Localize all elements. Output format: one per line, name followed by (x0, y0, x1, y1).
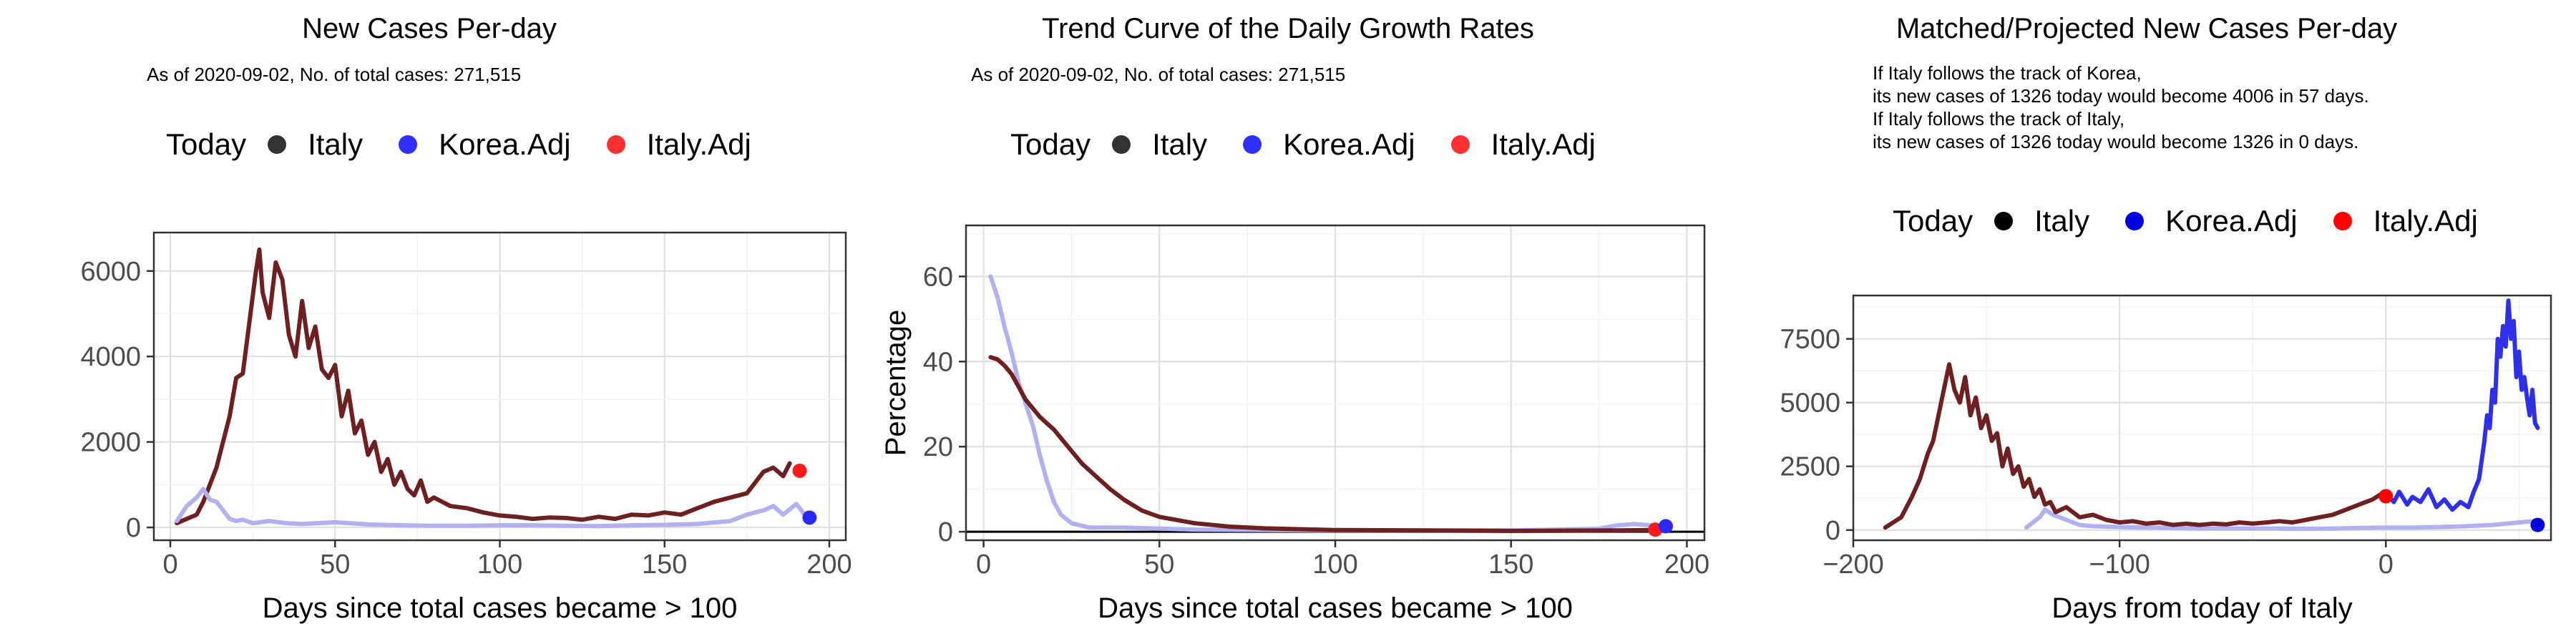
y-tick-label: 0 (938, 517, 953, 547)
x-tick-label: −200 (1823, 550, 1884, 580)
chart-title: New Cases Per-day (302, 13, 557, 44)
legend-entry: Italy (1994, 204, 2089, 238)
legend-swatch (1450, 135, 1470, 154)
chart-subtitle: As of 2020-09-02, No. of total cases: 27… (971, 64, 1346, 85)
x-tick-label: −100 (2089, 550, 2150, 580)
legend-entry: Italy (268, 127, 363, 162)
y-tick-label: 20 (923, 432, 953, 462)
legend-label: Italy (1152, 127, 1208, 161)
legend-label: Italy.Adj (2373, 204, 2478, 238)
legend-label: Italy (308, 127, 364, 161)
gridlines (154, 233, 846, 540)
legend-swatch (1243, 135, 1262, 154)
legend-entry: Italy.Adj (2333, 204, 2478, 238)
legend-entry: Italy (1112, 127, 1207, 162)
y-tick-label: 2000 (80, 428, 141, 458)
series-line-1 (988, 355, 1654, 533)
legend-label: Korea.Adj (439, 127, 571, 161)
today-marker-1 (802, 510, 817, 525)
x-tick-label: 0 (162, 550, 177, 580)
chart-title: Trend Curve of the Daily Growth Rates (1042, 13, 1534, 44)
y-tick-label: 0 (126, 513, 141, 543)
x-tick-label: 150 (1488, 550, 1533, 580)
chart-subtitle: As of 2020-09-02, No. of total cases: 27… (147, 64, 522, 85)
legend-entry: Korea.Adj (1243, 127, 1415, 162)
y-tick-label: 5000 (1780, 389, 1840, 419)
legend-swatch (268, 135, 287, 154)
x-axis-label: Days from today of Italy (2051, 592, 2352, 624)
x-axis-label: Days since total cases became > 100 (263, 592, 738, 624)
chart-legend: Today Italy Korea.Adj Italy.Adj (1010, 127, 1631, 162)
legend-entry: Italy.Adj (1450, 127, 1596, 162)
today-marker-1 (2530, 517, 2545, 532)
legend-entry: Korea.Adj (2125, 204, 2298, 238)
panel-new-cases: New Cases Per-day As of 2020-09-02, No. … (0, 0, 859, 644)
series-line-0 (2024, 507, 2534, 531)
legend-entry: Italy.Adj (606, 127, 751, 162)
y-tick-label: 6000 (80, 257, 141, 287)
legend-swatch (2125, 212, 2145, 230)
gridlines (966, 225, 1704, 540)
chart-plot-area: 0 50 100 150 200 0 20 40 60 Days since total case… (880, 224, 1709, 624)
x-tick-label: 0 (976, 550, 991, 580)
y-tick-label: 4000 (80, 342, 141, 372)
chart-subtitle: If Italy follows the track of Korea, its… (1873, 62, 2369, 152)
x-tick-label: 50 (320, 550, 350, 580)
y-axis-label: Percentage (880, 310, 912, 457)
chart-legend: Today Italy Korea.Adj Italy.Adj (166, 127, 787, 162)
legend-title: Today (1010, 127, 1091, 161)
plot-border (1852, 294, 2552, 542)
legend-label: Italy.Adj (1491, 127, 1596, 161)
legend-label: Korea.Adj (2165, 204, 2298, 238)
today-marker-0 (792, 463, 807, 478)
legend-swatch (606, 135, 625, 154)
series-line-1 (175, 487, 809, 529)
legend-title: Today (1893, 204, 1974, 238)
series-line-0 (988, 274, 1668, 533)
legend-swatch (2333, 212, 2352, 230)
legend-swatch (1994, 212, 2014, 230)
legend-swatch (399, 135, 418, 154)
today-marker-0 (2379, 489, 2394, 504)
x-axis-label: Days since total cases became > 100 (1098, 592, 1573, 624)
legend-swatch (1112, 135, 1131, 154)
y-tick-label: 7500 (1780, 325, 1840, 355)
x-tick-label: 150 (642, 550, 687, 580)
y-tick-label: 60 (923, 262, 953, 292)
today-marker-1 (1658, 519, 1673, 534)
x-tick-label: 200 (806, 550, 852, 580)
legend-label: Italy.Adj (646, 127, 751, 161)
chart-legend: Today Italy Korea.Adj Italy.Adj (1893, 204, 2514, 238)
legend-label: Italy (2034, 204, 2090, 238)
legend-title: Today (166, 127, 247, 161)
chart-title: Matched/Projected New Cases Per-day (1896, 13, 2398, 44)
series-line-0 (175, 247, 792, 526)
y-tick-label: 2500 (1780, 452, 1840, 482)
panel-projected-cases: Matched/Projected New Cases Per-day If I… (1717, 0, 2576, 644)
chart-plot-area: −200 −100 0 0 2500 5000 7500 Days from today of… (1780, 294, 2552, 624)
x-tick-label: 100 (1312, 550, 1357, 580)
x-tick-label: 0 (2379, 550, 2394, 580)
series-line-2 (2386, 298, 2540, 512)
x-tick-label: 200 (1664, 550, 1709, 580)
series-line-1 (1883, 362, 2383, 530)
x-tick-label: 100 (477, 550, 522, 580)
legend-entry: Korea.Adj (399, 127, 571, 162)
x-tick-label: 50 (1144, 550, 1174, 580)
y-tick-label: 40 (923, 347, 953, 377)
legend-label: Korea.Adj (1283, 127, 1415, 161)
y-tick-label: 0 (1825, 516, 1840, 546)
panel-growth-rates: Trend Curve of the Daily Growth Rates As… (859, 0, 1717, 644)
